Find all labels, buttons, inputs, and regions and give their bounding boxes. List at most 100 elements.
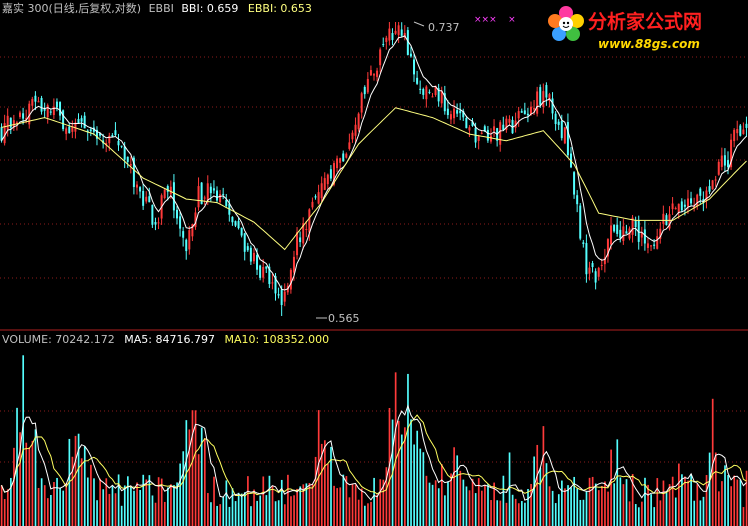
candle-body [231,216,234,223]
volume-bar [471,478,474,526]
candle-body [19,112,22,117]
volume-bar [111,486,114,526]
candle [668,206,671,231]
candle [77,113,80,124]
ebbi-readout: EBBI: 0.653 [248,2,312,15]
volume-bar [280,479,283,526]
volume-bar [268,475,271,526]
candle [163,189,166,200]
volume-bar [59,487,61,526]
candle [650,245,653,252]
candle-body [172,182,175,211]
volume-bar [225,480,228,526]
candle [142,183,145,210]
candle [357,112,360,132]
volume-bar [382,479,385,526]
candle-body [674,208,677,210]
volume-bar [570,487,572,526]
volume-bar [459,470,462,526]
candle [397,22,400,44]
candle-body [616,224,619,234]
candle-body [733,129,736,142]
candle [262,258,265,283]
volume-bar [561,480,563,526]
candle [175,205,178,225]
candle-body [166,185,169,192]
candle-body [252,252,255,262]
volume-bar [71,456,74,526]
volume-bars [0,355,748,526]
candle [43,102,46,119]
volume-bar [256,500,258,526]
volume-bar [90,464,92,526]
volume-bar [400,434,403,526]
candle-body [52,106,55,115]
candle [610,216,613,250]
volume-bar [681,474,683,526]
candle [95,126,98,146]
volume-bar [40,478,43,526]
volume-bar [622,484,625,526]
candle-body [237,221,240,229]
candle [585,234,588,283]
candle [468,125,471,138]
candle-body [391,33,394,40]
candle [499,120,502,152]
candle [591,260,594,273]
volume-bar [357,499,360,526]
candle [736,120,739,141]
volume-bar [99,478,101,526]
candle [517,106,520,127]
candle [49,109,52,116]
volume-bar [736,479,739,526]
volume-bar [502,475,505,526]
candle-body [579,205,582,239]
candle [3,114,6,146]
candle-body [197,186,200,208]
volume-bar [410,419,412,526]
candle-body [434,85,437,95]
candle [511,116,514,134]
candle-body [348,142,351,149]
candle [299,231,302,248]
volume-bar [745,470,748,526]
volume-bar [619,477,622,526]
candle-body [31,98,34,106]
volume-bar [351,484,354,526]
candle [708,179,711,195]
candle [46,103,49,124]
volume-readout: VOLUME: 70242.172 [2,333,115,346]
candle-body [271,282,274,284]
candle [662,205,665,230]
candle-body [560,120,563,139]
candle-body [55,101,58,108]
volume-bar [142,474,145,526]
candle [111,133,114,138]
candle-body [711,180,714,190]
candle [502,116,505,132]
candle-body [690,198,693,204]
candle-body [314,196,317,198]
candle-body [409,53,412,57]
candle [597,266,600,281]
candle [148,187,151,203]
volume-bar [139,489,141,526]
candle-body [650,245,653,247]
candle-body [653,244,656,246]
volume-bar [631,474,634,526]
volume-bar [730,486,733,526]
volume-bar [594,483,597,526]
volume-bar [170,484,172,526]
candle [573,171,576,199]
candle [277,287,280,299]
candle-body [480,132,483,134]
volume-bar [521,501,523,526]
volume-bar [564,488,566,526]
candle [80,115,83,128]
candle-body [382,44,385,46]
candle-body [456,110,459,114]
volume-bar [151,495,154,526]
candle [225,193,228,208]
volume-bar [376,494,379,526]
candle-body [126,156,129,163]
